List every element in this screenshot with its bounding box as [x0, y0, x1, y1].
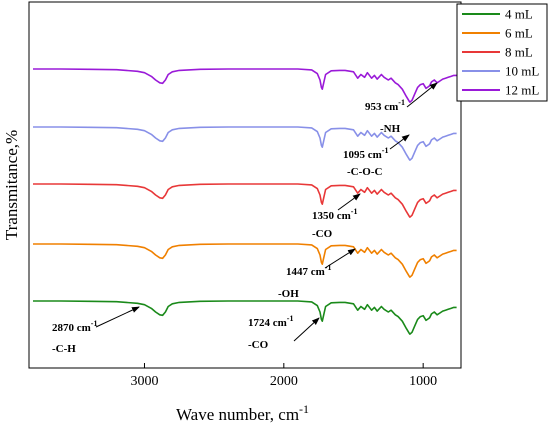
- peak-label-1447: 1447 cm-1: [286, 263, 331, 278]
- peak-group-2870: -C-H: [52, 343, 76, 355]
- peak-arrow-1095: [389, 134, 410, 150]
- peak-label-1350: 1350 cm-1: [312, 207, 357, 222]
- legend-label: 10 mL: [505, 64, 539, 79]
- peak-label-1724: 1724 cm-1: [248, 314, 293, 329]
- series-line-4-ml: [33, 300, 457, 335]
- x-axis-ticks: 3000 2000 1000: [130, 363, 437, 389]
- x-axis-label-text: Wave number, cm: [176, 405, 299, 424]
- peak-group-1350: -CO: [312, 228, 333, 240]
- peak-arrow-1447: [324, 248, 356, 269]
- peak-arrow-2870: [95, 306, 140, 328]
- peak-label-sup: -1: [351, 207, 358, 216]
- legend-label: 6 mL: [505, 26, 533, 41]
- peak-label-text: 953 cm: [365, 101, 398, 113]
- x-tick-label: 3000: [130, 374, 158, 389]
- series-line-6-ml: [33, 243, 457, 278]
- peak-label-sup: -1: [382, 146, 389, 155]
- legend-label: 8 mL: [505, 45, 533, 60]
- series-line-12-ml: [33, 68, 457, 103]
- series-line-10-ml: [33, 126, 457, 161]
- legend-label: 4 mL: [505, 7, 533, 22]
- y-axis-label: Transmitance,%: [2, 130, 21, 240]
- series-layer: [33, 68, 457, 335]
- peak-label-sup: -1: [398, 98, 405, 107]
- x-axis-label: Wave number, cm-1: [176, 402, 309, 424]
- x-axis-label-sup: -1: [299, 402, 309, 416]
- peak-group-1447: -OH: [278, 288, 299, 300]
- x-tick-label: 2000: [270, 374, 298, 389]
- peak-arrow-953: [406, 82, 438, 108]
- x-tick-label: 1000: [409, 374, 437, 389]
- peak-label-text: 1350 cm: [312, 210, 351, 222]
- peak-label-text: 1447 cm: [286, 266, 325, 278]
- plot-frame: [28, 1, 462, 369]
- peak-group-1724: -CO: [248, 339, 269, 351]
- peak-group-nh: -NH: [380, 123, 401, 135]
- peak-label-text: 1724 cm: [248, 317, 287, 329]
- peak-arrow-1724: [293, 317, 320, 342]
- peak-arrow-1350: [337, 193, 361, 211]
- peak-label-1095: 1095 cm-1: [343, 146, 388, 161]
- peak-group-1095: -C-O-C: [347, 166, 382, 178]
- peak-label-text: 2870 cm: [52, 322, 91, 334]
- peak-label-2870: 2870 cm-1: [52, 319, 97, 334]
- peak-label-sup: -1: [325, 263, 332, 272]
- series-line-8-ml: [33, 183, 457, 218]
- peak-label-text: 1095 cm: [343, 149, 382, 161]
- peak-label-sup: -1: [91, 319, 98, 328]
- peak-label-953: 953 cm-1: [365, 98, 405, 113]
- peak-label-sup: -1: [287, 314, 294, 323]
- legend: 4 mL 6 mL 8 mL 10 mL 12 mL: [456, 3, 548, 102]
- legend-label: 12 mL: [505, 83, 539, 98]
